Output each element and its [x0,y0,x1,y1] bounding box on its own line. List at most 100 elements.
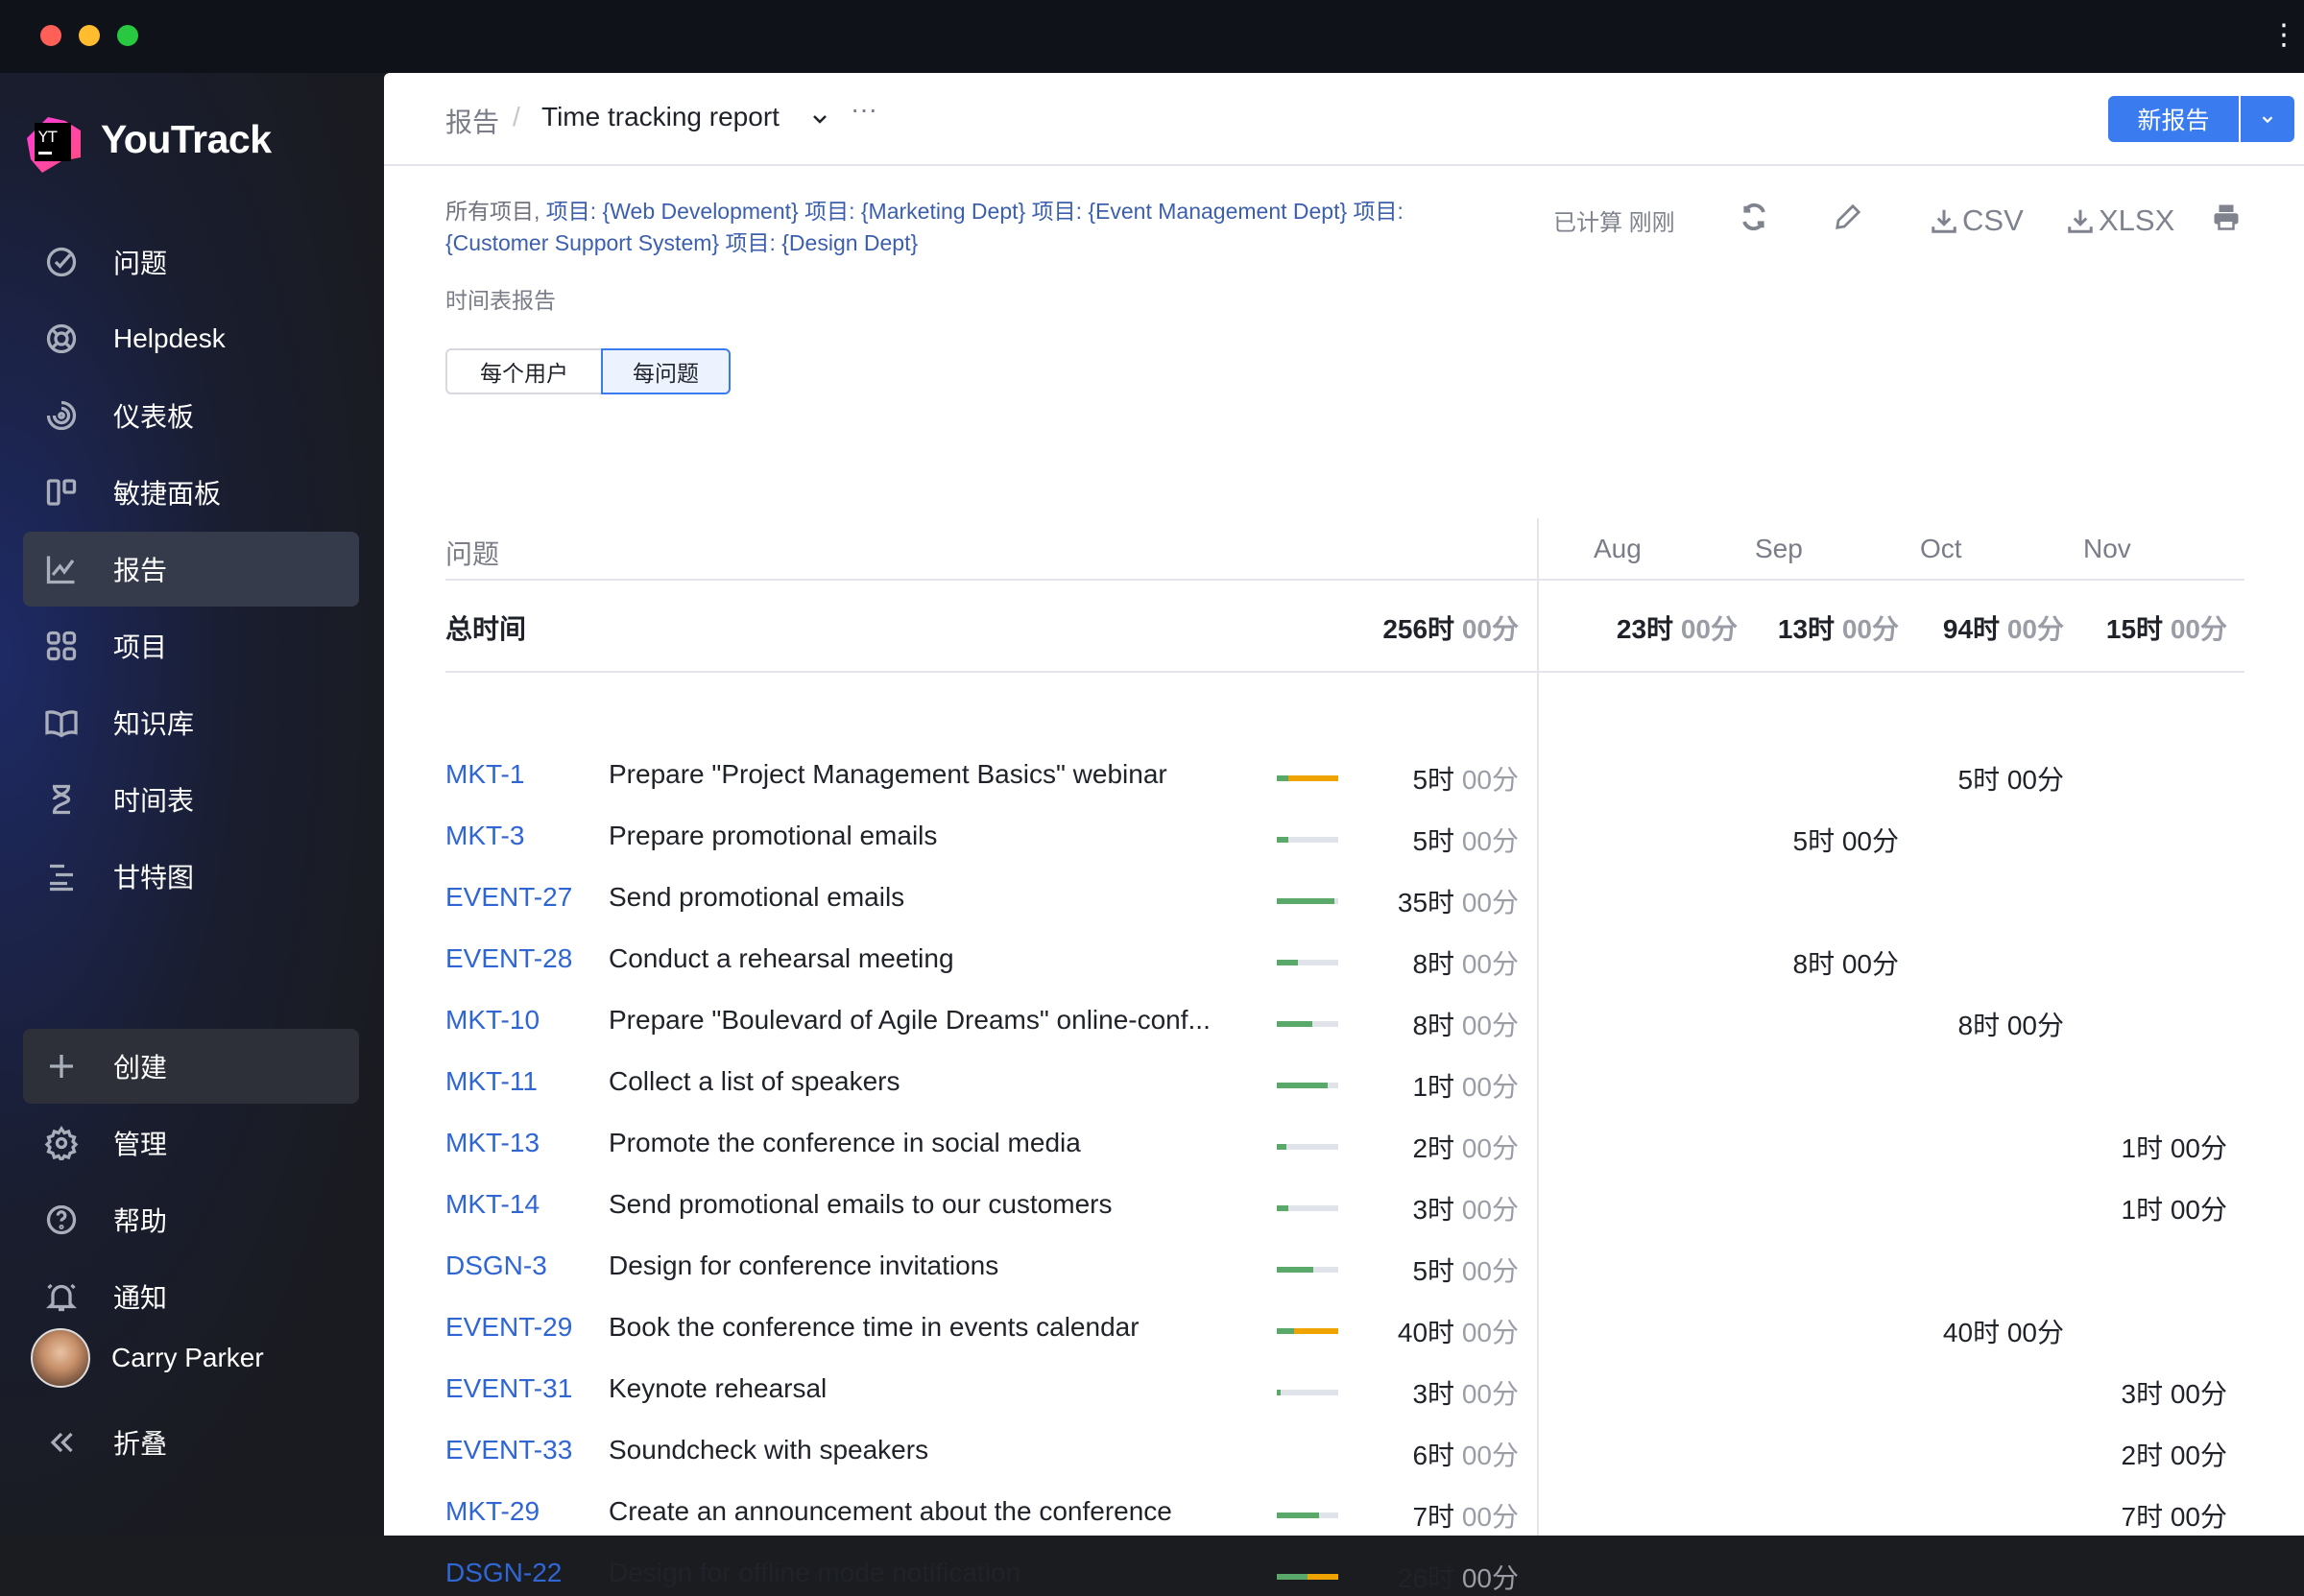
sidebar-item-2-bottom[interactable]: 帮助 [23,1182,359,1257]
minimize-window-button[interactable] [79,25,100,46]
month-time: 8时 00分 [1957,1011,2065,1040]
issue-id-link[interactable]: EVENT-31 [445,1373,573,1403]
collapse-label: 折叠 [113,1429,168,1459]
sidebar-item-label: 管理 [113,1130,168,1159]
issue-summary[interactable]: Book the conference time in events calen… [609,1312,1140,1342]
time-progress-bar [1277,960,1338,965]
spent-fill [1277,1574,1308,1580]
issue-summary[interactable]: Conduct a rehearsal meeting [609,943,954,973]
overrun-fill [1287,775,1338,781]
sidebar-item-4-items[interactable]: 报告 [23,532,359,607]
sidebar-item-7-items[interactable]: 时间表 [23,762,359,837]
issue-id-link[interactable]: MKT-13 [445,1128,540,1157]
export-xlsx-button[interactable]: XLSX [2066,203,2174,238]
close-window-button[interactable] [40,25,61,46]
download-icon [2068,209,2093,233]
issue-summary[interactable]: Design for conference invitations [609,1251,999,1280]
kebab-vertical-icon[interactable]: ⋮ [2269,19,2298,51]
sidebar-item-0-bottom[interactable]: 创建 [23,1029,359,1104]
issue-total-time: 35时 00分 [1397,888,1519,917]
issue-summary[interactable]: Prepare "Project Management Basics" webi… [609,759,1167,789]
issue-summary[interactable]: Prepare "Boulevard of Agile Dreams" onli… [609,1005,1211,1035]
chevron-down-icon[interactable] [810,109,829,129]
sidebar-item-label: 通知 [113,1283,168,1313]
issue-id-link[interactable]: MKT-11 [445,1066,538,1096]
issue-summary[interactable]: Design for offline mode notification [609,1558,1021,1587]
new-report-button[interactable]: 新报告 [2108,96,2239,142]
sidebar-item-1-bottom[interactable]: 管理 [23,1106,359,1180]
issue-summary[interactable]: Soundcheck with speakers [609,1435,929,1465]
chart-icon [42,550,81,588]
filter-query[interactable]: 项目: {Web Development} 项目: {Marketing Dep… [445,199,1404,255]
issue-id-link[interactable]: EVENT-28 [445,943,573,973]
issue-column-header: 问题 [445,539,500,569]
collapse-button[interactable]: 折叠 [23,1405,359,1480]
issue-id-link[interactable]: MKT-3 [445,821,525,850]
issue-summary[interactable]: Send promotional emails to our customers [609,1189,1113,1219]
gear-icon [42,1124,81,1162]
breadcrumb-reports[interactable]: 报告 [445,107,500,137]
edit-pencil-icon[interactable] [1834,202,1862,232]
sidebar-item-5-items[interactable]: 项目 [23,608,359,683]
issue-id-link[interactable]: MKT-14 [445,1189,540,1219]
issue-total-time: 26时 00分 [1397,1563,1519,1593]
refresh-icon[interactable] [1740,202,1768,232]
sidebar-item-2-items[interactable]: 仪表板 [23,378,359,453]
issue-summary[interactable]: Prepare promotional emails [609,821,938,850]
export-csv-button[interactable]: CSV [1930,203,2024,238]
issue-summary[interactable]: Keynote rehearsal [609,1373,828,1403]
sidebar-item-label: 问题 [113,249,168,278]
issue-id-link[interactable]: EVENT-29 [445,1312,573,1342]
issue-total-time: 5时 00分 [1412,1256,1519,1286]
user-name: Carry Parker [111,1343,264,1372]
user-profile[interactable]: Carry Parker [23,1321,359,1395]
issue-summary[interactable]: Promote the conference in social media [609,1128,1081,1157]
month-total: 15时 00分 [2105,614,2227,644]
issue-id-link[interactable]: DSGN-3 [445,1251,547,1280]
maximize-window-button[interactable] [117,25,138,46]
gantt-icon [42,857,81,895]
month-total: 94时 00分 [1942,614,2064,644]
issue-id-link[interactable]: DSGN-22 [445,1558,563,1587]
month-header-sep: Sep [1755,534,1803,563]
print-icon[interactable] [2212,202,2241,232]
time-progress-bar [1277,1390,1338,1395]
sidebar-item-label: 知识库 [113,709,195,739]
report-title[interactable]: Time tracking report [541,102,780,131]
agile-board-icon [42,473,81,512]
hourglass-icon [42,780,81,819]
sidebar-item-8-items[interactable]: 甘特图 [23,839,359,914]
youtrack-logo[interactable]: YT [23,109,84,173]
time-progress-bar [1277,1574,1338,1580]
issue-id-link[interactable]: MKT-10 [445,1005,540,1035]
report-filter[interactable]: 所有项目, 项目: {Web Development} 项目: {Marketi… [445,196,1511,259]
new-report-dropdown-button[interactable] [2241,96,2294,142]
check-circle-icon [42,243,81,281]
month-time: 1时 00分 [2121,1133,2228,1163]
sidebar-item-1-items[interactable]: Helpdesk [23,301,359,376]
month-time: 5时 00分 [1957,765,2065,795]
time-progress-bar [1277,837,1338,843]
sidebar-item-3-items[interactable]: 敏捷面板 [23,455,359,530]
issue-summary[interactable]: Create an announcement about the confere… [609,1496,1172,1526]
report-type: 时间表报告 [445,288,556,313]
issue-id-link[interactable]: MKT-29 [445,1496,540,1526]
more-options-icon[interactable]: ··· [851,94,877,124]
sidebar-item-3-bottom[interactable]: 通知 [23,1259,359,1334]
month-time: 40时 00分 [1942,1318,2064,1347]
per-issue-toggle[interactable]: 每问题 [601,348,731,394]
issue-id-link[interactable]: EVENT-27 [445,882,573,912]
total-time-value: 256时 00分 [1382,614,1519,644]
sidebar-item-0-items[interactable]: 问题 [23,225,359,299]
total-divider [445,671,2244,673]
sidebar-item-6-items[interactable]: 知识库 [23,685,359,760]
issue-id-link[interactable]: MKT-1 [445,759,525,789]
issue-summary[interactable]: Collect a list of speakers [609,1066,900,1096]
issue-summary[interactable]: Send promotional emails [609,882,905,912]
issue-total-time: 7时 00分 [1412,1502,1519,1532]
per-user-toggle[interactable]: 每个用户 [445,348,601,394]
issue-id-link[interactable]: EVENT-33 [445,1435,573,1465]
issue-total-time: 5时 00分 [1412,826,1519,856]
month-time: 2时 00分 [2121,1441,2228,1470]
time-progress-bar [1277,1083,1338,1088]
